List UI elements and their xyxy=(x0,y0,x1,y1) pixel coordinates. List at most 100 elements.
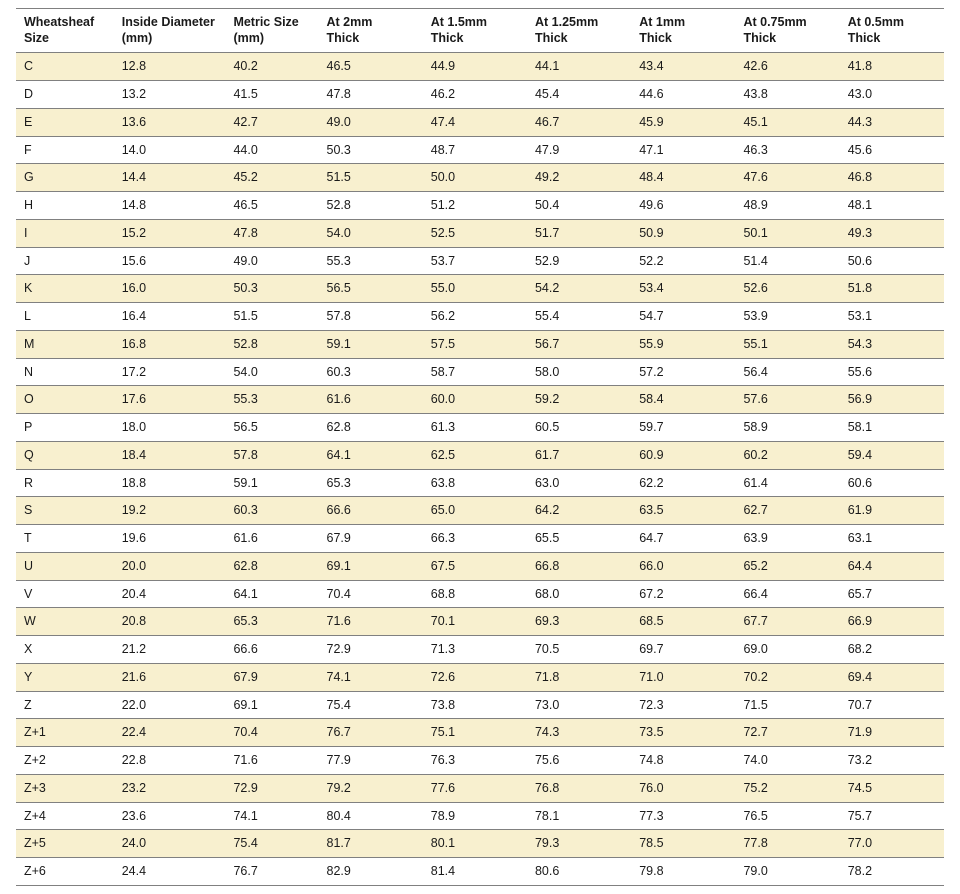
column-header-line2: Thick xyxy=(848,31,936,47)
table-cell: 52.2 xyxy=(631,247,735,275)
table-cell: 67.7 xyxy=(735,608,839,636)
table-cell: 69.1 xyxy=(319,552,423,580)
column-header-line2: Thick xyxy=(743,31,831,47)
table-cell: 67.9 xyxy=(319,525,423,553)
column-header-line1: At 0.75mm xyxy=(743,15,831,31)
table-cell: 59.7 xyxy=(631,414,735,442)
table-cell: 22.8 xyxy=(114,747,226,775)
column-header-line1: At 0.5mm xyxy=(848,15,936,31)
table-row: R18.859.165.363.863.062.261.460.6 xyxy=(16,469,944,497)
table-cell: 60.3 xyxy=(225,497,318,525)
table-cell: 72.6 xyxy=(423,663,527,691)
table-cell: 68.0 xyxy=(527,580,631,608)
table-cell: 74.8 xyxy=(631,747,735,775)
table-cell: 18.4 xyxy=(114,441,226,469)
table-cell: 48.1 xyxy=(840,192,944,220)
column-header-line1: At 1.5mm xyxy=(431,15,519,31)
table-cell: 68.5 xyxy=(631,608,735,636)
column-header-4: At 1.5mmThick xyxy=(423,9,527,53)
table-cell: 13.6 xyxy=(114,108,226,136)
table-cell: 46.8 xyxy=(840,164,944,192)
table-cell: 47.8 xyxy=(319,81,423,109)
column-header-7: At 0.75mmThick xyxy=(735,9,839,53)
table-cell: 20.8 xyxy=(114,608,226,636)
table-cell: 49.0 xyxy=(319,108,423,136)
table-cell: 17.6 xyxy=(114,386,226,414)
table-cell: 54.0 xyxy=(225,358,318,386)
table-cell: 50.3 xyxy=(225,275,318,303)
table-cell: 64.1 xyxy=(319,441,423,469)
table-cell: 14.8 xyxy=(114,192,226,220)
table-cell: 76.0 xyxy=(631,774,735,802)
table-cell: Q xyxy=(16,441,114,469)
table-cell: 45.1 xyxy=(735,108,839,136)
table-cell: 14.0 xyxy=(114,136,226,164)
table-cell: 24.0 xyxy=(114,830,226,858)
table-cell: 53.7 xyxy=(423,247,527,275)
table-cell: 49.0 xyxy=(225,247,318,275)
table-cell: X xyxy=(16,636,114,664)
table-cell: 64.4 xyxy=(840,552,944,580)
column-header-5: At 1.25mmThick xyxy=(527,9,631,53)
table-cell: 77.0 xyxy=(840,830,944,858)
table-cell: 66.6 xyxy=(319,497,423,525)
table-cell: 67.2 xyxy=(631,580,735,608)
table-cell: Z xyxy=(16,691,114,719)
table-cell: 75.7 xyxy=(840,802,944,830)
table-cell: 62.5 xyxy=(423,441,527,469)
table-cell: 64.7 xyxy=(631,525,735,553)
table-cell: 76.3 xyxy=(423,747,527,775)
table-cell: 47.8 xyxy=(225,219,318,247)
table-cell: 63.1 xyxy=(840,525,944,553)
table-cell: 43.0 xyxy=(840,81,944,109)
table-cell: 70.7 xyxy=(840,691,944,719)
table-cell: 70.2 xyxy=(735,663,839,691)
table-row: Q18.457.864.162.561.760.960.259.4 xyxy=(16,441,944,469)
table-cell: V xyxy=(16,580,114,608)
table-cell: 75.4 xyxy=(319,691,423,719)
table-cell: 50.3 xyxy=(319,136,423,164)
table-cell: 16.0 xyxy=(114,275,226,303)
table-cell: 71.3 xyxy=(423,636,527,664)
table-cell: 53.1 xyxy=(840,303,944,331)
table-cell: L xyxy=(16,303,114,331)
table-cell: 50.6 xyxy=(840,247,944,275)
table-cell: 59.1 xyxy=(319,330,423,358)
table-cell: 61.9 xyxy=(840,497,944,525)
table-cell: 58.7 xyxy=(423,358,527,386)
table-cell: 41.8 xyxy=(840,53,944,81)
table-cell: 51.5 xyxy=(225,303,318,331)
table-cell: 56.9 xyxy=(840,386,944,414)
table-cell: O xyxy=(16,386,114,414)
table-row: F14.044.050.348.747.947.146.345.6 xyxy=(16,136,944,164)
table-cell: 60.0 xyxy=(423,386,527,414)
table-cell: 55.6 xyxy=(840,358,944,386)
table-cell: 56.7 xyxy=(527,330,631,358)
table-cell: 65.5 xyxy=(527,525,631,553)
table-cell: 71.8 xyxy=(527,663,631,691)
table-cell: 59.4 xyxy=(840,441,944,469)
table-cell: 50.9 xyxy=(631,219,735,247)
table-cell: 71.6 xyxy=(319,608,423,636)
table-cell: D xyxy=(16,81,114,109)
table-cell: 49.6 xyxy=(631,192,735,220)
table-row: Z+222.871.677.976.375.674.874.073.2 xyxy=(16,747,944,775)
table-cell: 55.4 xyxy=(527,303,631,331)
table-cell: 69.1 xyxy=(225,691,318,719)
table-cell: 66.3 xyxy=(423,525,527,553)
table-cell: 44.3 xyxy=(840,108,944,136)
table-cell: W xyxy=(16,608,114,636)
table-cell: 63.9 xyxy=(735,525,839,553)
table-row: J15.649.055.353.752.952.251.450.6 xyxy=(16,247,944,275)
table-cell: 50.0 xyxy=(423,164,527,192)
table-cell: 80.4 xyxy=(319,802,423,830)
table-cell: 56.5 xyxy=(319,275,423,303)
table-cell: 57.2 xyxy=(631,358,735,386)
table-cell: 13.2 xyxy=(114,81,226,109)
table-cell: 58.4 xyxy=(631,386,735,414)
table-cell: 64.2 xyxy=(527,497,631,525)
table-cell: 73.0 xyxy=(527,691,631,719)
table-cell: 12.8 xyxy=(114,53,226,81)
table-cell: 72.3 xyxy=(631,691,735,719)
table-cell: 55.3 xyxy=(225,386,318,414)
